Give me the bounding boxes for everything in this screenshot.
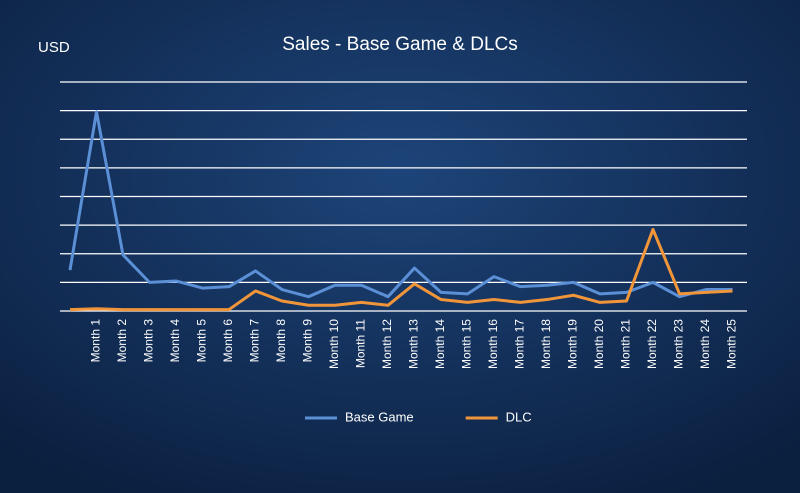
x-tick-label: Month 20 [592, 319, 606, 369]
y-axis-label: USD [38, 39, 70, 56]
x-tick-label: Month 5 [195, 319, 209, 363]
x-tick-label: Month 14 [433, 319, 447, 369]
x-tick-label: Month 21 [619, 319, 633, 369]
x-tick-label: Month 12 [380, 319, 394, 369]
legend-label: Base Game [345, 409, 414, 424]
x-tick-label: Month 23 [672, 319, 686, 369]
x-tick-label: Month 24 [698, 319, 712, 369]
x-tick-label: Month 9 [301, 319, 315, 363]
x-tick-label: Month 1 [89, 319, 103, 363]
series-line [68, 110, 733, 299]
x-tick-label: Month 15 [460, 319, 474, 369]
x-tick-label: Month 18 [539, 319, 553, 369]
legend-label: DLC [506, 409, 532, 424]
series-line [69, 227, 733, 312]
chart-title: Sales - Base Game & DLCs [282, 34, 517, 55]
x-tick-label: Month 4 [168, 319, 182, 363]
x-tick-label: Month 7 [248, 319, 262, 363]
x-tick-label: Month 2 [115, 319, 129, 363]
x-tick-label: Month 22 [645, 319, 659, 369]
x-tick-label: Month 16 [486, 319, 500, 369]
x-tick-label: Month 6 [221, 319, 235, 363]
x-tick-label: Month 11 [354, 319, 368, 368]
x-tick-label: Month 8 [274, 319, 288, 363]
x-tick-label: Month 19 [566, 319, 580, 369]
x-tick-label: Month 25 [725, 319, 739, 369]
x-tick-label: Month 10 [327, 319, 341, 369]
x-tick-label: Month 3 [142, 319, 156, 363]
x-tick-label: Month 17 [513, 319, 527, 369]
x-tick-label: Month 13 [407, 319, 421, 369]
